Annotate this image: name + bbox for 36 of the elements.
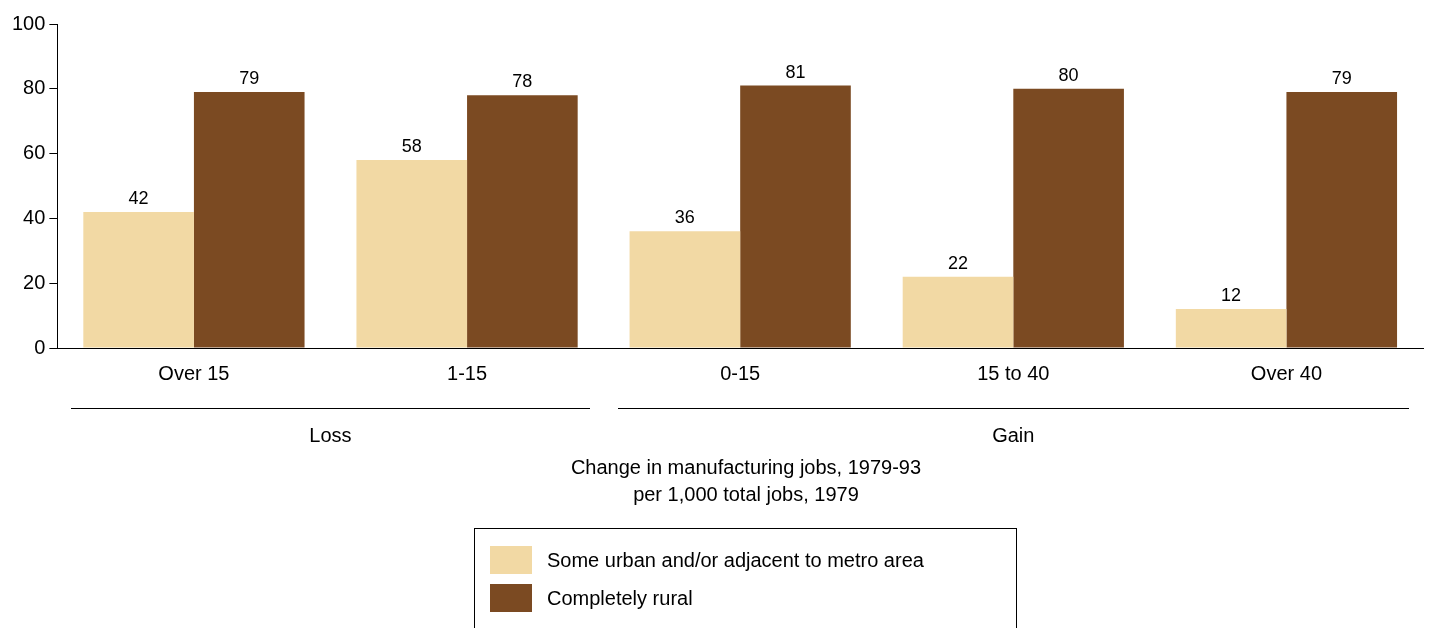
bar: [740, 85, 851, 348]
data-label: 58: [401, 136, 422, 157]
legend-label: Some urban and/or adjacent to metro area: [547, 548, 924, 572]
text: Loss: [308, 424, 353, 447]
bar: [629, 231, 741, 348]
y-tick-label: 60: [23, 141, 46, 164]
data-label: 80: [1058, 64, 1079, 85]
data-label: 79: [1331, 68, 1352, 89]
bar: [1286, 92, 1398, 348]
data-label: 42: [128, 187, 149, 208]
y-tick-label: 80: [23, 76, 46, 99]
bar: [83, 211, 194, 348]
y-tick-label: 0: [34, 335, 46, 358]
text: Gain: [991, 424, 1036, 447]
x-axis-title: Change in manufacturing jobs, 1979-93 per 1,000 total jobs, 1979: [569, 455, 923, 507]
y-tick-label: 20: [23, 270, 46, 293]
bar: [1013, 88, 1124, 348]
x-tick-label: Over 15: [158, 361, 230, 384]
x-tick-label: Over 40: [1250, 361, 1323, 384]
data-label: 79: [239, 68, 260, 89]
bar: [1175, 309, 1287, 348]
data-label: 81: [785, 61, 806, 82]
bar: [356, 160, 468, 348]
x-tick-label: 15 to 40: [977, 361, 1050, 384]
legend-label: Completely rural: [547, 586, 693, 610]
bar: [902, 276, 1014, 348]
x-tick-label: 0-15: [720, 361, 761, 384]
data-label: 78: [512, 71, 533, 92]
data-label: 36: [674, 207, 695, 228]
x-tick-label: 1-15: [447, 361, 488, 384]
y-tick-label: 100: [11, 11, 46, 34]
y-tick-label: 40: [23, 205, 46, 228]
data-label: 22: [947, 252, 969, 273]
bar: [193, 92, 305, 348]
data-label: 12: [1221, 285, 1242, 306]
bar: [467, 95, 578, 348]
